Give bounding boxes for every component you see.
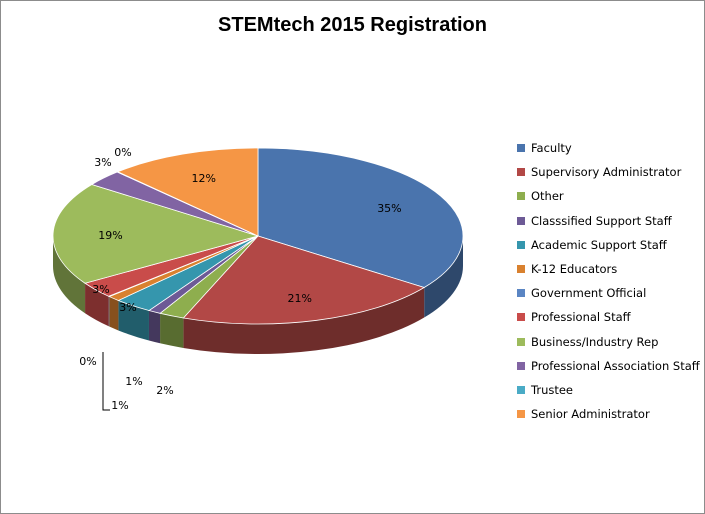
data-label-5: 1% (111, 399, 128, 412)
legend-item: Academic Support Staff (517, 233, 700, 257)
chart-title: STEMtech 2015 Registration (218, 14, 487, 36)
legend-item: Government Official (517, 281, 700, 305)
legend-swatch (517, 337, 525, 346)
pie-side-walls (53, 236, 463, 354)
legend-label: Supervisory Administrator (531, 165, 682, 180)
legend-item: Business/Industry Rep (517, 330, 700, 354)
legend-swatch (517, 313, 525, 322)
data-label-7: 3% (92, 283, 109, 296)
legend-item: Other (517, 184, 700, 208)
pie-slice-8 (52, 184, 260, 284)
legend-item: Supervisory Administrator (517, 160, 700, 184)
legend-item: Senior Administrator (517, 402, 700, 426)
legend-label: Trustee (531, 382, 574, 397)
leader-line (102, 352, 110, 411)
data-label-11: 12% (192, 172, 216, 185)
legend-swatch (517, 410, 525, 419)
pie-slice-0 (257, 147, 464, 288)
data-label-2: 2% (156, 384, 173, 397)
pie-slice-11 (116, 147, 259, 237)
pie-side-7 (85, 283, 109, 327)
legend-label: Classsified Support Staff (531, 213, 672, 228)
data-labels: 35%21%2%1%3%1%0%3%19%3%0%12% (79, 146, 401, 412)
legend-item: Classsified Support Staff (517, 209, 700, 233)
legend-label: Government Official (531, 286, 647, 301)
pie-side-3 (148, 310, 161, 344)
legend-label: Professional Association Staff (531, 358, 700, 373)
pie-side-5 (109, 296, 119, 331)
legend-item: Faculty (517, 136, 700, 160)
pie-side-2 (160, 313, 184, 348)
data-label-8: 19% (98, 229, 122, 242)
pie-top (52, 147, 464, 325)
legend-swatch (517, 216, 525, 225)
legend-label: Senior Administrator (531, 407, 650, 422)
legend-label: Business/Industry Rep (531, 334, 659, 349)
data-label-9: 3% (94, 156, 111, 169)
data-label-10: 0% (114, 146, 131, 159)
pie-side-4 (118, 300, 149, 341)
legend-swatch (517, 265, 525, 274)
legend-label: Academic Support Staff (531, 237, 667, 252)
legend-swatch (517, 385, 525, 394)
data-label-4: 3% (119, 301, 136, 314)
legend-swatch (517, 240, 525, 249)
data-label-0: 35% (377, 202, 401, 215)
data-label-3: 1% (125, 375, 142, 388)
legend-swatch (517, 168, 525, 177)
legend-swatch (517, 289, 525, 298)
legend-label: Other (531, 189, 564, 204)
legend-label: K-12 Educators (531, 262, 618, 277)
data-label-6: 0% (79, 355, 96, 368)
legend: Faculty Supervisory Administrator Other Cla… (517, 136, 700, 426)
legend-item: Professional Association Staff (517, 354, 700, 378)
legend-label: Professional Staff (531, 310, 631, 325)
pie-side-6 (108, 296, 110, 327)
legend-swatch (517, 361, 525, 370)
pie-side-1 (183, 287, 425, 354)
pie-side-8 (53, 236, 86, 314)
pie-slice-1 (182, 235, 426, 325)
data-label-1: 21% (287, 292, 311, 305)
legend-item: Trustee (517, 378, 700, 402)
legend-item: K-12 Educators (517, 257, 700, 281)
legend-item: Professional Staff (517, 305, 700, 329)
pie-side-0 (424, 236, 463, 318)
legend-swatch (517, 144, 525, 153)
legend-swatch (517, 192, 525, 201)
legend-label: Faculty (531, 141, 572, 156)
